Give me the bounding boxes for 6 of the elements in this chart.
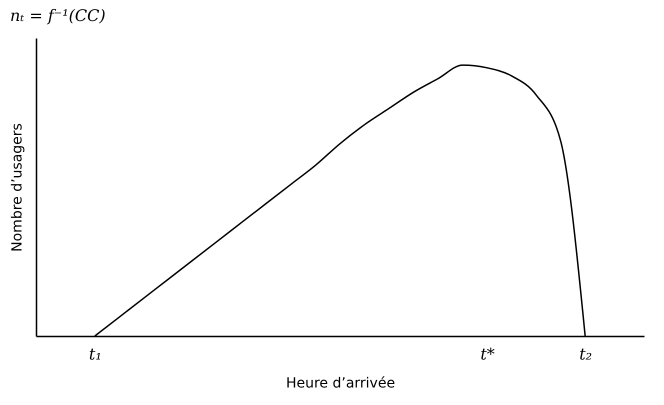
y-axis-title: Nombre d’usagers xyxy=(10,123,26,252)
x-tick-label: t₂ xyxy=(579,344,592,364)
x-tick-label: t* xyxy=(480,344,495,364)
x-axis-title: Heure d’arrivée xyxy=(286,376,396,392)
x-tick-label: t₁ xyxy=(88,344,102,364)
chart-title: nₜ = f⁻¹(CC) xyxy=(10,6,106,25)
